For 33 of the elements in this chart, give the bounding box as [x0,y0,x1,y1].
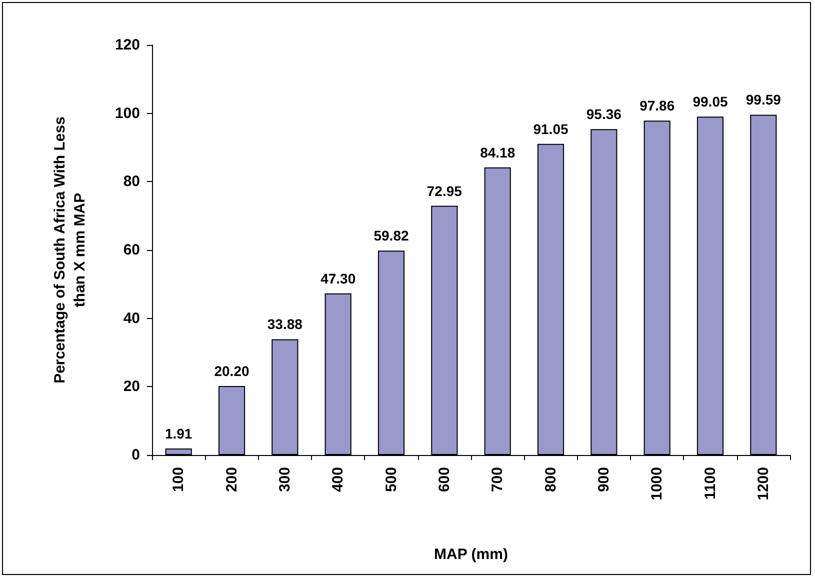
x-tick-label: 1000 [648,467,666,500]
y-tick-label: 80 [123,173,140,190]
x-tick-label: 700 [489,467,506,492]
data-label: 99.05 [692,94,728,110]
x-tick-label: 200 [223,467,240,492]
data-label: 47.30 [320,270,356,286]
x-tick-label: 800 [542,467,560,492]
y-axis-title: Percentage of South Africa With Less than X mm MAP [52,116,88,384]
y-tick-label: 40 [123,310,140,327]
x-tick-label: 900 [595,467,612,492]
data-label: 72.95 [426,182,462,199]
x-tick-label: 100 [170,467,188,492]
x-tick-label: 1200 [754,467,772,500]
x-tick-label: 600 [436,467,453,492]
x-tick-label: 1100 [702,467,719,500]
x-tick-label: 300 [276,467,294,492]
y-tick-label: 60 [123,242,140,258]
y-tick-label: 0 [132,446,140,464]
x-tick-label: 500 [382,467,400,492]
data-label: 1.91 [164,425,192,442]
y-tick-label: 120 [114,36,140,54]
y-tick-label: 100 [114,104,140,122]
data-label: 59.82 [374,228,409,244]
data-label: 95.36 [586,106,622,122]
data-label: 91.05 [533,120,568,137]
data-label: 33.88 [267,316,303,332]
x-axis-title: MAP (mm) [434,546,508,563]
data-label: 84.18 [480,144,516,160]
y-tick-label: 20 [123,378,140,396]
x-tick-label: 400 [330,467,347,492]
data-label: 97.86 [640,98,675,114]
data-label: 99.59 [746,92,782,108]
data-label: 20.20 [214,362,250,379]
